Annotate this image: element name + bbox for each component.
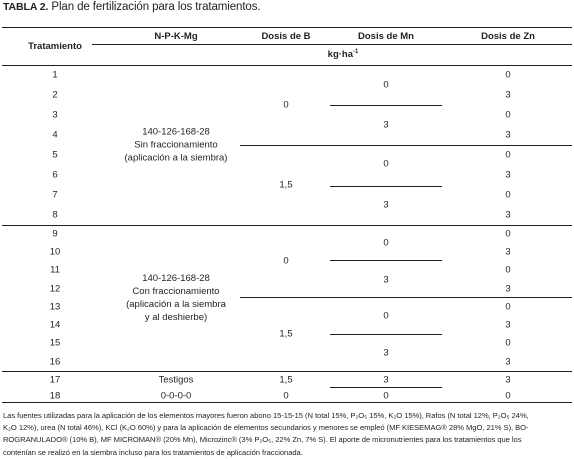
zn-value: 0 bbox=[505, 149, 511, 161]
zn-value: 3 bbox=[505, 246, 511, 258]
b-value: 0 bbox=[283, 390, 289, 402]
treatment-number: 13 bbox=[49, 301, 61, 313]
npk-testigos: Testigos bbox=[158, 374, 194, 386]
mn-value: 0 bbox=[383, 237, 389, 249]
b-divider-1 bbox=[240, 145, 572, 146]
header-tratamiento: Tratamiento bbox=[28, 41, 82, 52]
mn-divider bbox=[330, 105, 442, 106]
table-title: Plan de fertilización para los tratamien… bbox=[48, 1, 261, 13]
unit-base: kg·ha bbox=[327, 49, 353, 61]
mn-value: 0 bbox=[383, 310, 389, 322]
npk-line: Sin fraccionamiento bbox=[134, 139, 218, 151]
treatment-number: 1 bbox=[52, 69, 58, 81]
npk-zero: 0-0-0-0 bbox=[160, 390, 192, 402]
zn-value: 3 bbox=[505, 374, 511, 386]
zn-value: 0 bbox=[505, 337, 511, 349]
mn-value: 0 bbox=[383, 79, 389, 91]
top-rule bbox=[2, 27, 572, 28]
mn-value: 3 bbox=[383, 119, 389, 131]
zn-value: 3 bbox=[505, 89, 511, 101]
treatment-number: 8 bbox=[52, 209, 58, 221]
header-bottom-rule bbox=[2, 65, 572, 66]
header-dosis-mn: Dosis de Mn bbox=[358, 31, 414, 42]
treatment-number: 7 bbox=[52, 189, 58, 201]
b-value: 0 bbox=[283, 99, 289, 111]
zn-value: 3 bbox=[505, 283, 511, 295]
zn-value: 0 bbox=[505, 264, 511, 276]
zn-value: 0 bbox=[505, 189, 511, 201]
treatment-number: 18 bbox=[49, 390, 61, 402]
treatment-number: 5 bbox=[52, 149, 58, 161]
treatment-number: 12 bbox=[49, 283, 61, 295]
b-value: 1,5 bbox=[279, 374, 293, 386]
mn-value: 3 bbox=[383, 274, 389, 286]
zn-value: 0 bbox=[505, 228, 511, 240]
npk-group-con-fraccionamiento: 140-126-168-28 Con fraccionamiento (apli… bbox=[126, 272, 226, 324]
npk-line: Con fraccionamiento bbox=[132, 286, 220, 297]
footnote-line: contenían se realizó en la siembra inclu… bbox=[3, 447, 303, 457]
header-npkmg: N-P-K-Mg bbox=[154, 31, 198, 42]
section-rule-1 bbox=[2, 225, 572, 226]
zn-value: 0 bbox=[505, 109, 511, 121]
zn-value: 3 bbox=[505, 209, 511, 221]
mn-divider bbox=[330, 260, 442, 261]
b-divider-2 bbox=[240, 297, 572, 298]
zn-value: 3 bbox=[505, 356, 511, 368]
treatment-number: 10 bbox=[49, 246, 61, 258]
zn-value: 3 bbox=[505, 319, 511, 331]
mn-value: 0 bbox=[383, 158, 389, 170]
zn-value: 3 bbox=[505, 169, 511, 181]
treatment-number: 14 bbox=[49, 319, 61, 331]
treatment-number: 6 bbox=[52, 169, 58, 181]
treatment-number: 16 bbox=[49, 356, 61, 368]
zn-value: 0 bbox=[505, 390, 511, 402]
table-footnote: Las fuentes utilizadas para la aplicació… bbox=[3, 410, 573, 459]
table-label: TABLA 2. bbox=[3, 1, 49, 13]
treatment-number: 15 bbox=[49, 337, 61, 349]
mn-divider bbox=[330, 334, 442, 335]
footnote-line: K₂O 12%), urea (N total 46%), KCl (K₂O 6… bbox=[3, 423, 529, 433]
mn-divider bbox=[330, 186, 442, 187]
b-value: 1,5 bbox=[279, 179, 293, 191]
zn-value: 3 bbox=[505, 129, 511, 141]
zn-value: 0 bbox=[505, 69, 511, 81]
header-mid-rule bbox=[92, 44, 572, 45]
mn-value: 3 bbox=[383, 347, 389, 359]
mn-value: 3 bbox=[383, 374, 389, 386]
treatment-number: 3 bbox=[52, 109, 58, 121]
b-value: 0 bbox=[283, 255, 289, 267]
footnote-line: Las fuentes utilizadas para la aplicació… bbox=[3, 411, 529, 420]
section-rule-2 bbox=[2, 371, 572, 372]
npk-line: 140-126-168-28 bbox=[142, 273, 210, 284]
unit-exponent: -1 bbox=[353, 49, 359, 55]
treatment-number: 4 bbox=[52, 129, 58, 141]
header-dosis-zn: Dosis de Zn bbox=[481, 31, 535, 42]
footnote-line: ROGRANULADO® (10% B), MF MICROMAN® (20% … bbox=[3, 435, 522, 445]
table-bottom-rule bbox=[2, 402, 572, 403]
npk-group-sin-fraccionamiento: 140-126-168-28 Sin fraccionamiento (apli… bbox=[125, 126, 228, 165]
zn-value: 0 bbox=[505, 301, 511, 313]
mn-value: 0 bbox=[383, 390, 389, 402]
treatment-number: 2 bbox=[52, 89, 58, 101]
header-dosis-b: Dosis de B bbox=[261, 31, 311, 42]
mn-value: 3 bbox=[383, 199, 389, 211]
b-value: 1,5 bbox=[279, 328, 293, 340]
npk-line: (aplicación a la siembra bbox=[126, 299, 226, 310]
treatment-number: 9 bbox=[52, 228, 58, 240]
treatment-number: 11 bbox=[50, 264, 60, 276]
npk-line: (aplicación a la siembra) bbox=[124, 152, 228, 164]
npk-line: 140-126-168-28 bbox=[142, 126, 210, 138]
treatment-number: 17 bbox=[49, 374, 61, 386]
table-caption: TABLA 2. Plan de fertilización para los … bbox=[3, 1, 261, 13]
mn-divider bbox=[330, 387, 442, 388]
header-unit: kg·ha-1 bbox=[328, 49, 359, 60]
npk-line: y al deshierbe) bbox=[144, 312, 208, 323]
